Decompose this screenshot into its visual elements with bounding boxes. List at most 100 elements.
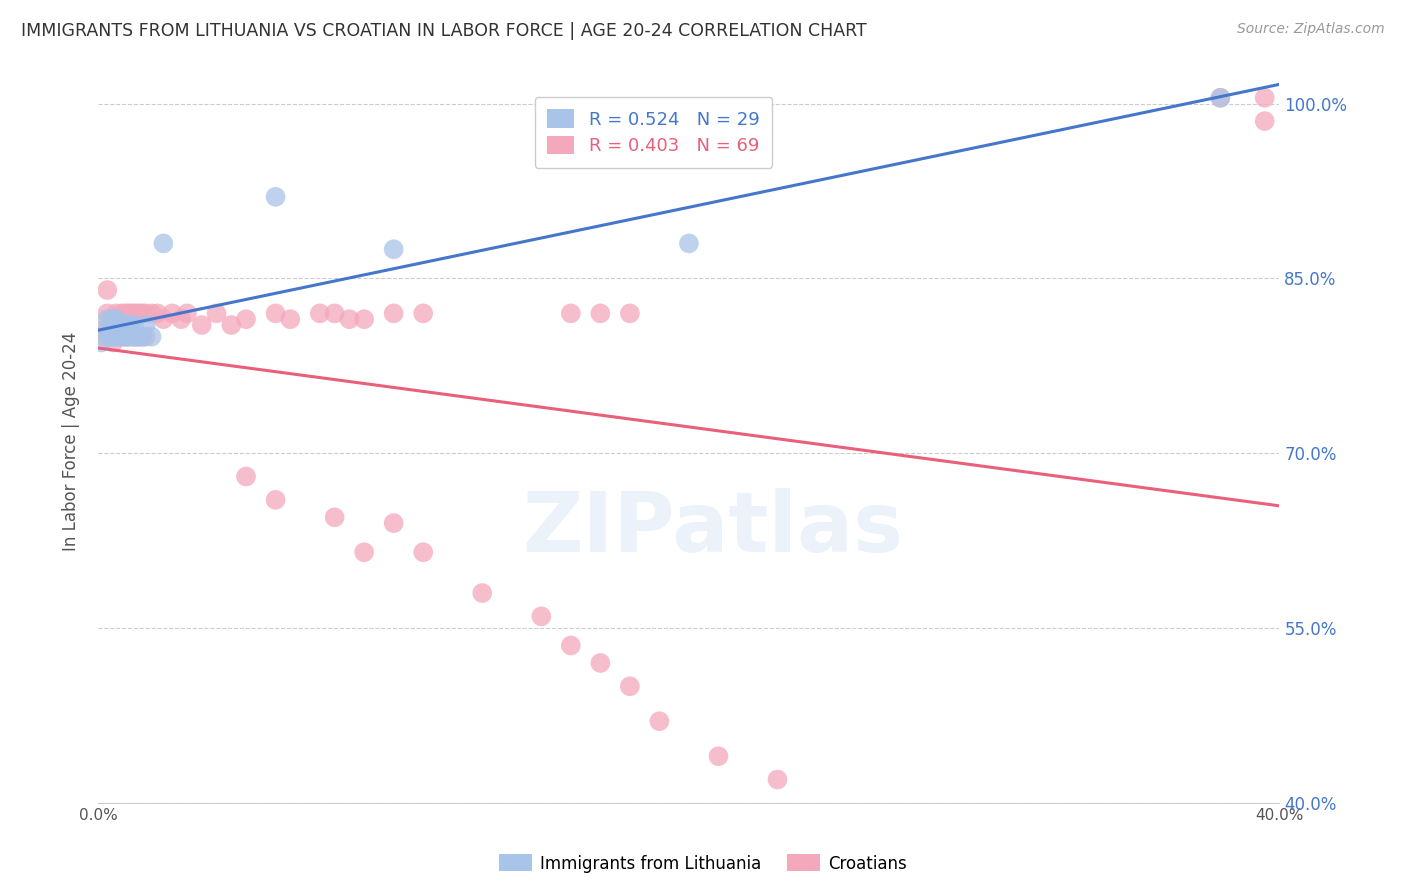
Point <box>412 306 434 320</box>
Point <box>353 312 375 326</box>
Point <box>103 329 125 343</box>
Legend: Immigrants from Lithuania, Croatians: Immigrants from Lithuania, Croatians <box>492 847 914 880</box>
Point <box>560 306 582 320</box>
Point <box>93 329 115 343</box>
Point <box>1357 796 1379 810</box>
Point <box>111 329 134 343</box>
Point <box>589 656 612 670</box>
Y-axis label: In Labor Force | Age 20-24: In Labor Force | Age 20-24 <box>62 332 80 551</box>
Point <box>323 510 346 524</box>
Point <box>280 312 302 326</box>
Point <box>412 545 434 559</box>
Point <box>90 324 112 338</box>
Point <box>105 329 128 343</box>
Point <box>122 318 145 332</box>
Point <box>135 306 157 320</box>
Point <box>619 679 641 693</box>
Point <box>120 306 142 320</box>
Point <box>264 190 287 204</box>
Point <box>382 242 405 256</box>
Point <box>619 306 641 320</box>
Point <box>560 639 582 653</box>
Point <box>766 772 789 787</box>
Point <box>108 329 131 343</box>
Point <box>122 306 145 320</box>
Point <box>108 329 131 343</box>
Point <box>135 329 157 343</box>
Point <box>111 329 134 343</box>
Point <box>117 318 139 332</box>
Point <box>96 283 118 297</box>
Point <box>141 306 163 320</box>
Point <box>111 306 134 320</box>
Point <box>125 306 148 320</box>
Point <box>120 329 142 343</box>
Point <box>114 306 136 320</box>
Point <box>152 312 174 326</box>
Point <box>264 492 287 507</box>
Point <box>128 306 150 320</box>
Point <box>132 306 155 320</box>
Point <box>98 329 121 343</box>
Point <box>114 318 136 332</box>
Point <box>589 306 612 320</box>
Point <box>96 312 118 326</box>
Point <box>114 329 136 343</box>
Point <box>235 469 257 483</box>
Point <box>132 329 155 343</box>
Point <box>235 312 257 326</box>
Point <box>108 318 131 332</box>
Point <box>323 306 346 320</box>
Point <box>1254 114 1277 128</box>
Point <box>125 329 148 343</box>
Point <box>125 329 148 343</box>
Point <box>103 312 125 326</box>
Point <box>122 329 145 343</box>
Point <box>1209 91 1232 105</box>
Point <box>128 329 150 343</box>
Point <box>162 306 183 320</box>
Point <box>152 236 174 251</box>
Point <box>1254 91 1277 105</box>
Point <box>96 306 118 320</box>
Point <box>176 306 198 320</box>
Legend: R = 0.524   N = 29, R = 0.403   N = 69: R = 0.524 N = 29, R = 0.403 N = 69 <box>534 96 772 168</box>
Point <box>205 306 228 320</box>
Point <box>117 329 139 343</box>
Text: IMMIGRANTS FROM LITHUANIA VS CROATIAN IN LABOR FORCE | AGE 20-24 CORRELATION CHA: IMMIGRANTS FROM LITHUANIA VS CROATIAN IN… <box>21 22 868 40</box>
Point <box>146 306 169 320</box>
Point <box>353 545 375 559</box>
Point <box>120 318 142 332</box>
Point <box>530 609 553 624</box>
Point <box>105 312 128 326</box>
Point <box>471 586 494 600</box>
Point <box>111 318 134 332</box>
Point <box>339 312 361 326</box>
Point <box>105 329 128 343</box>
Point <box>117 329 139 343</box>
Point <box>122 329 145 343</box>
Point <box>96 324 118 338</box>
Point <box>382 516 405 530</box>
Point <box>135 318 157 332</box>
Point <box>382 306 405 320</box>
Point <box>170 312 193 326</box>
Point <box>117 306 139 320</box>
Point <box>678 236 700 251</box>
Point <box>98 329 121 343</box>
Point <box>98 312 121 326</box>
Point <box>141 329 163 343</box>
Point <box>264 306 287 320</box>
Point <box>191 318 214 332</box>
Text: Source: ZipAtlas.com: Source: ZipAtlas.com <box>1237 22 1385 37</box>
Point <box>108 312 131 326</box>
Point <box>128 329 150 343</box>
Point <box>309 306 332 320</box>
Point <box>1209 91 1232 105</box>
Point <box>103 318 125 332</box>
Point <box>114 329 136 343</box>
Point <box>90 335 112 350</box>
Text: ZIPatlas: ZIPatlas <box>522 488 903 569</box>
Point <box>221 318 243 332</box>
Point <box>648 714 671 729</box>
